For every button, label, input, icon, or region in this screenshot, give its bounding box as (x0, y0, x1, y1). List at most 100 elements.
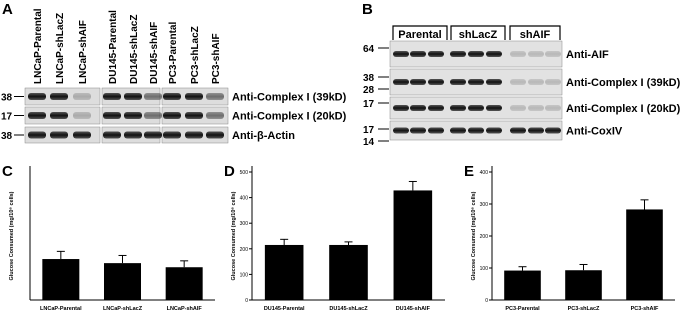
band (528, 127, 544, 134)
group-bracket (450, 25, 506, 40)
band (410, 51, 426, 57)
marker: 17 (1, 112, 13, 123)
band (510, 51, 526, 57)
band (468, 51, 484, 57)
band (450, 105, 466, 111)
lane-label: PC3-Parental (168, 22, 179, 84)
y-tick-label: 0 (485, 298, 488, 304)
bar (264, 244, 304, 300)
marker: 17 (363, 125, 375, 136)
antibody-label: Anti-AIF (566, 49, 609, 61)
band (410, 105, 426, 111)
y-tick-label: 400 (240, 196, 249, 202)
group-label: shAIF (520, 29, 551, 41)
band (450, 51, 466, 57)
antibody-label: Anti-Complex I (20kD) (566, 103, 681, 115)
group-label: shLacZ (459, 29, 498, 41)
band (28, 112, 46, 119)
band (185, 93, 203, 100)
y-tick-label: 400 (480, 170, 489, 176)
group-label: Parental (398, 29, 441, 41)
band (486, 105, 502, 111)
lane-label: PC3-shAIF (211, 33, 222, 84)
lane-label: DU145-shAIF (149, 22, 160, 84)
band (163, 93, 181, 100)
band (428, 105, 444, 111)
y-tick-label: 200 (240, 247, 249, 253)
antibody-label: Anti-β-Actin (232, 130, 295, 142)
band (124, 93, 142, 100)
band (510, 79, 526, 85)
band (206, 93, 224, 100)
band (428, 51, 444, 57)
antibody-label: Anti-Complex I (39kD) (232, 92, 347, 104)
marker: 64 (363, 44, 375, 55)
band (450, 127, 466, 134)
band (73, 93, 91, 100)
band (28, 131, 46, 139)
marker: 17 (363, 99, 375, 110)
band (124, 131, 142, 139)
band (410, 127, 426, 134)
band (144, 112, 162, 119)
lane-label: PC3-shLacZ (190, 26, 201, 84)
bar (565, 270, 602, 300)
band (163, 131, 181, 139)
panel-label: B (362, 1, 373, 18)
band (185, 112, 203, 119)
marker: 38 (363, 73, 375, 84)
band (428, 79, 444, 85)
lane-label: DU145-shLacZ (129, 15, 140, 84)
marker: 14 (363, 137, 375, 148)
band (528, 79, 544, 85)
band (103, 112, 121, 119)
y-tick-label: 0 (245, 298, 248, 304)
band (468, 127, 484, 134)
panel-label: A (2, 1, 13, 18)
band (468, 105, 484, 111)
band (144, 93, 162, 100)
band (428, 127, 444, 134)
band (468, 79, 484, 85)
lane-label: LNCaP-shLacZ (55, 13, 66, 84)
band (103, 93, 121, 100)
band (545, 127, 561, 134)
panel-label: D (224, 163, 235, 180)
band (545, 105, 561, 111)
band (450, 79, 466, 85)
band (50, 93, 68, 100)
y-axis-label: Glucose Consumed (mg/10⁶ cells) (471, 191, 477, 280)
marker: 38 (1, 93, 13, 104)
band (50, 131, 68, 139)
band (545, 79, 561, 85)
band (510, 105, 526, 111)
band (50, 112, 68, 119)
x-tick-label: DU145-Parental (264, 306, 305, 312)
x-tick-label: DU145-shAIF (396, 306, 431, 312)
x-tick-label: LNCaP-shAIF (167, 306, 203, 312)
band (486, 51, 502, 57)
marker: 38 (1, 131, 13, 142)
antibody-label: Anti-CoxIV (566, 126, 623, 138)
band (28, 93, 46, 100)
group-bracket (392, 25, 448, 40)
bar (393, 190, 433, 300)
band (510, 127, 526, 134)
y-tick-label: 100 (480, 266, 489, 272)
marker: 28 (363, 85, 375, 96)
group-bracket (509, 25, 561, 40)
panel-label: C (2, 163, 13, 180)
bar (165, 267, 203, 300)
band (393, 105, 409, 111)
x-tick-label: PC3-Parental (505, 306, 540, 312)
band (393, 79, 409, 85)
band (206, 112, 224, 119)
band (163, 112, 181, 119)
x-tick-label: LNCaP-shLacZ (103, 306, 143, 312)
band (124, 112, 142, 119)
y-tick-label: 200 (480, 234, 489, 240)
bar (329, 244, 368, 300)
band (486, 127, 502, 134)
lane-label: LNCaP-Parental (33, 8, 44, 84)
lane-label: LNCaP-shAIF (78, 20, 89, 84)
